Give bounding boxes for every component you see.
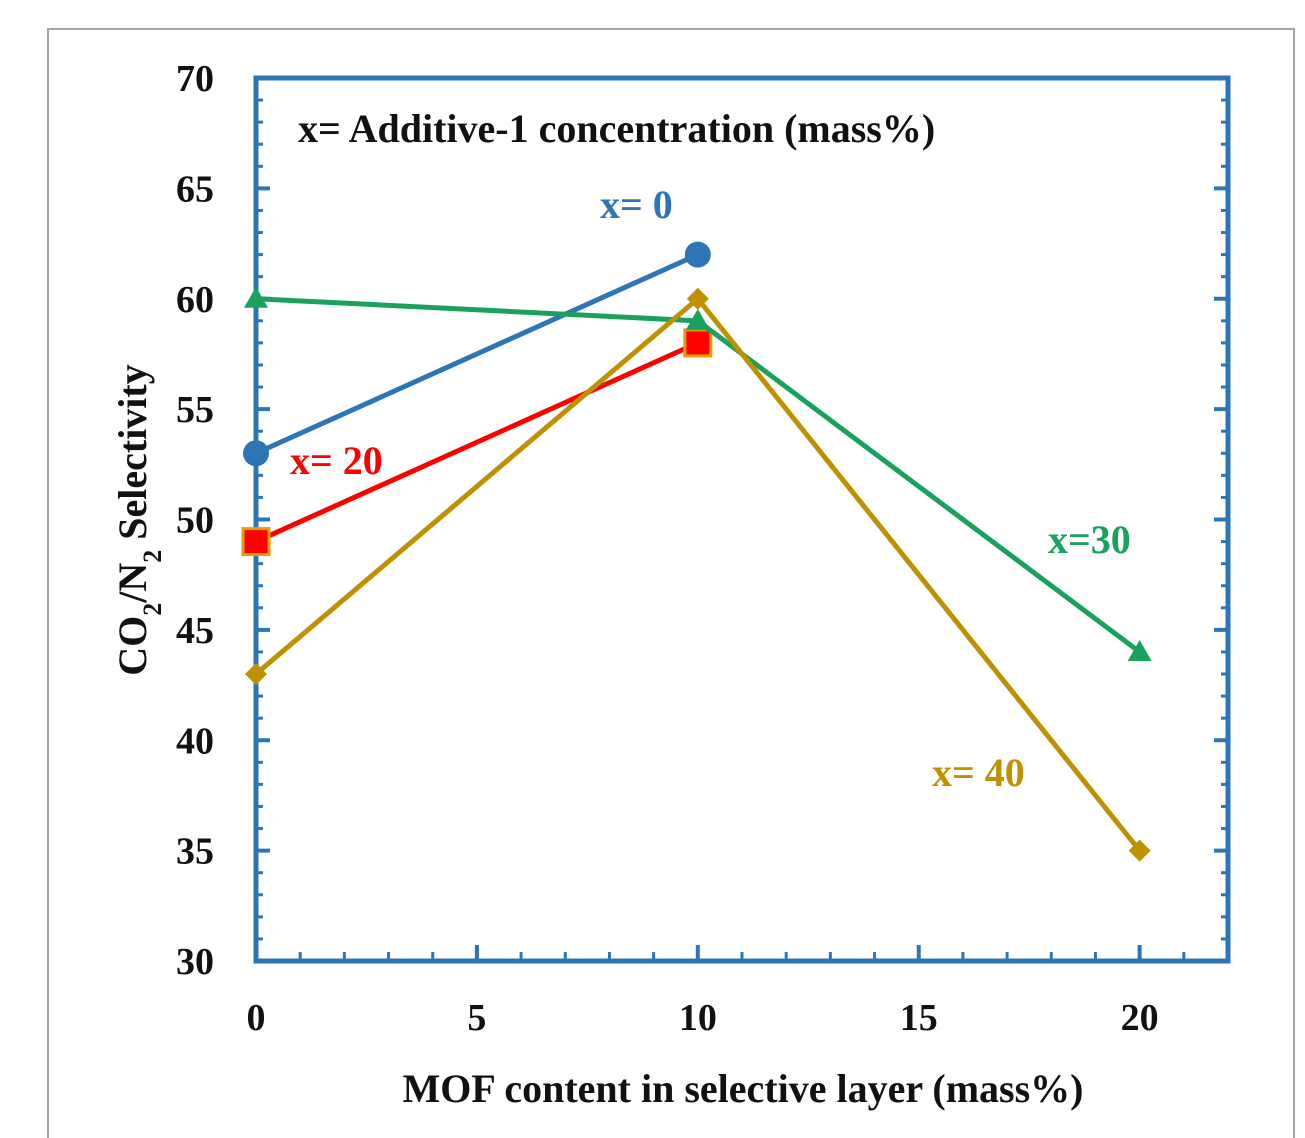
y-tick-label: 60 (176, 279, 214, 321)
data-point-x30 (1127, 639, 1152, 661)
data-point-x20 (683, 328, 713, 358)
y-axis-title-part-2: /N (110, 563, 155, 604)
data-point-x0 (243, 440, 269, 467)
y-tick-label: 65 (176, 168, 214, 210)
y-axis-title: CO2/N2 Selectivity (110, 364, 167, 676)
label-x40: x= 40 (932, 750, 1025, 795)
series-x0 (243, 241, 711, 467)
header-annotation: x= Additive-1 concentration (mass%) (298, 106, 935, 151)
y-tick-label: 70 (176, 58, 214, 100)
y-tick-label: 50 (176, 500, 214, 542)
data-point-x40 (1128, 839, 1151, 862)
data-point-x30 (244, 286, 268, 308)
x-tick-label: 5 (467, 997, 486, 1039)
data-point-x20 (241, 527, 271, 557)
y-axis-title-sub-2: 2 (138, 550, 167, 563)
series-x20 (241, 328, 713, 557)
series-x40 (245, 287, 1151, 862)
y-axis-title-part-3: Selectivity (110, 364, 155, 550)
series-layer (241, 241, 1152, 862)
x-tick-labels: 0 5 10 15 20 (247, 997, 1159, 1039)
y-axis-title-sub-1: 2 (138, 603, 167, 616)
data-point-x0 (684, 241, 711, 268)
series-line-x0 (254, 252, 699, 456)
y-tick-label: 55 (176, 389, 214, 431)
data-point-x40 (245, 663, 267, 686)
data-point-x40 (686, 287, 709, 310)
y-tick-label: 45 (176, 610, 214, 652)
y-axis-title-part-1: CO (110, 616, 155, 676)
x-tick-label: 20 (1121, 997, 1159, 1039)
y-tick-label: 35 (176, 831, 214, 873)
data-point-x30 (685, 308, 710, 330)
x-axis-title: MOF content in selective layer (mass%) (403, 1066, 1084, 1111)
x-tick-label: 10 (679, 997, 717, 1039)
y-tick-label: 30 (176, 941, 214, 983)
y-tick-label: 40 (176, 720, 214, 762)
x-tick-label: 15 (900, 997, 938, 1039)
label-x20: x= 20 (290, 438, 383, 483)
x-tick-label: 0 (247, 997, 266, 1039)
label-x30: x=30 (1048, 517, 1131, 562)
series-x30 (244, 286, 1152, 661)
label-x0: x= 0 (600, 182, 673, 227)
series-line-x20 (254, 340, 699, 544)
y-tick-labels: 30 35 40 45 50 55 60 65 70 (176, 58, 214, 983)
